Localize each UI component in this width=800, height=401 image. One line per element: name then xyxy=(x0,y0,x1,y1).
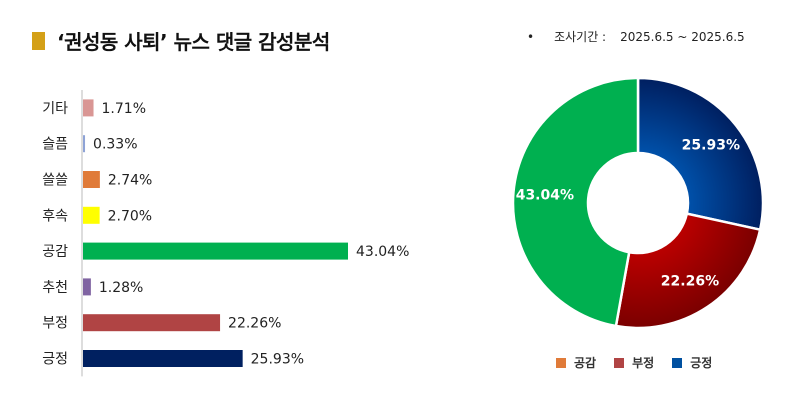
period-bullet: • xyxy=(527,30,535,44)
donut-slice-1 xyxy=(614,212,762,330)
bar-category-label: 공감 xyxy=(42,244,68,260)
donut-slice-0 xyxy=(636,76,765,232)
bar-2 xyxy=(83,171,100,188)
bar-category-label: 슬픔 xyxy=(42,137,68,153)
legend-label: 공감 xyxy=(574,356,597,370)
bar-4 xyxy=(83,242,348,260)
bar-value-label: 22.26% xyxy=(228,316,281,332)
legend-swatch xyxy=(556,357,566,368)
bar-value-label: 2.70% xyxy=(108,208,152,224)
legend-label: 긍정 xyxy=(690,356,713,370)
bar-value-label: 2.74% xyxy=(108,173,152,189)
donut-legend: 공감 부정 긍정 xyxy=(556,354,712,371)
bar-5 xyxy=(83,278,91,296)
bar-0 xyxy=(83,99,94,117)
period-label: 조사기간 : xyxy=(554,30,607,44)
page-title: ‘권성동 사퇴’ 뉴스 댓글 감성분석 xyxy=(57,30,330,54)
bar-category-label: 추천 xyxy=(42,280,68,296)
bar-value-label: 1.71% xyxy=(102,101,146,117)
bar-category-label: 쓸쓸 xyxy=(42,173,68,189)
title-marker xyxy=(32,31,45,50)
bar-category-label: 부정 xyxy=(42,316,68,332)
legend-swatch xyxy=(672,357,683,368)
bar-value-label: 43.04% xyxy=(356,244,409,260)
legend-item: 긍정 xyxy=(672,354,712,371)
bar-1 xyxy=(83,135,86,153)
title-area: ‘권성동 사퇴’ 뉴스 댓글 감성분석 xyxy=(32,26,330,55)
bar-7 xyxy=(83,350,243,367)
bar-6 xyxy=(83,314,221,332)
donut-slice-2 xyxy=(511,76,640,328)
legend-item: 공감 xyxy=(556,354,596,371)
donut-value-label: 25.93% xyxy=(682,137,740,153)
legend-swatch xyxy=(614,357,625,368)
bar-value-label: 1.28% xyxy=(99,280,143,296)
donut-value-label: 43.04% xyxy=(516,188,574,204)
bar-value-label: 25.93% xyxy=(251,352,304,368)
legend-item: 부정 xyxy=(614,354,654,371)
period-value: 2025.6.5 ~ 2025.6.5 xyxy=(620,30,745,44)
bar-3 xyxy=(83,206,100,224)
bar-category-label: 긍정 xyxy=(42,352,68,368)
survey-period: • 조사기간 : 2025.6.5 ~ 2025.6.5 xyxy=(527,28,745,45)
legend-label: 부정 xyxy=(632,356,655,370)
donut-value-label: 22.26% xyxy=(661,274,719,290)
bar-category-label: 기타 xyxy=(42,101,68,117)
bar-value-label: 0.33% xyxy=(93,137,137,153)
bar-category-label: 후속 xyxy=(42,208,68,224)
